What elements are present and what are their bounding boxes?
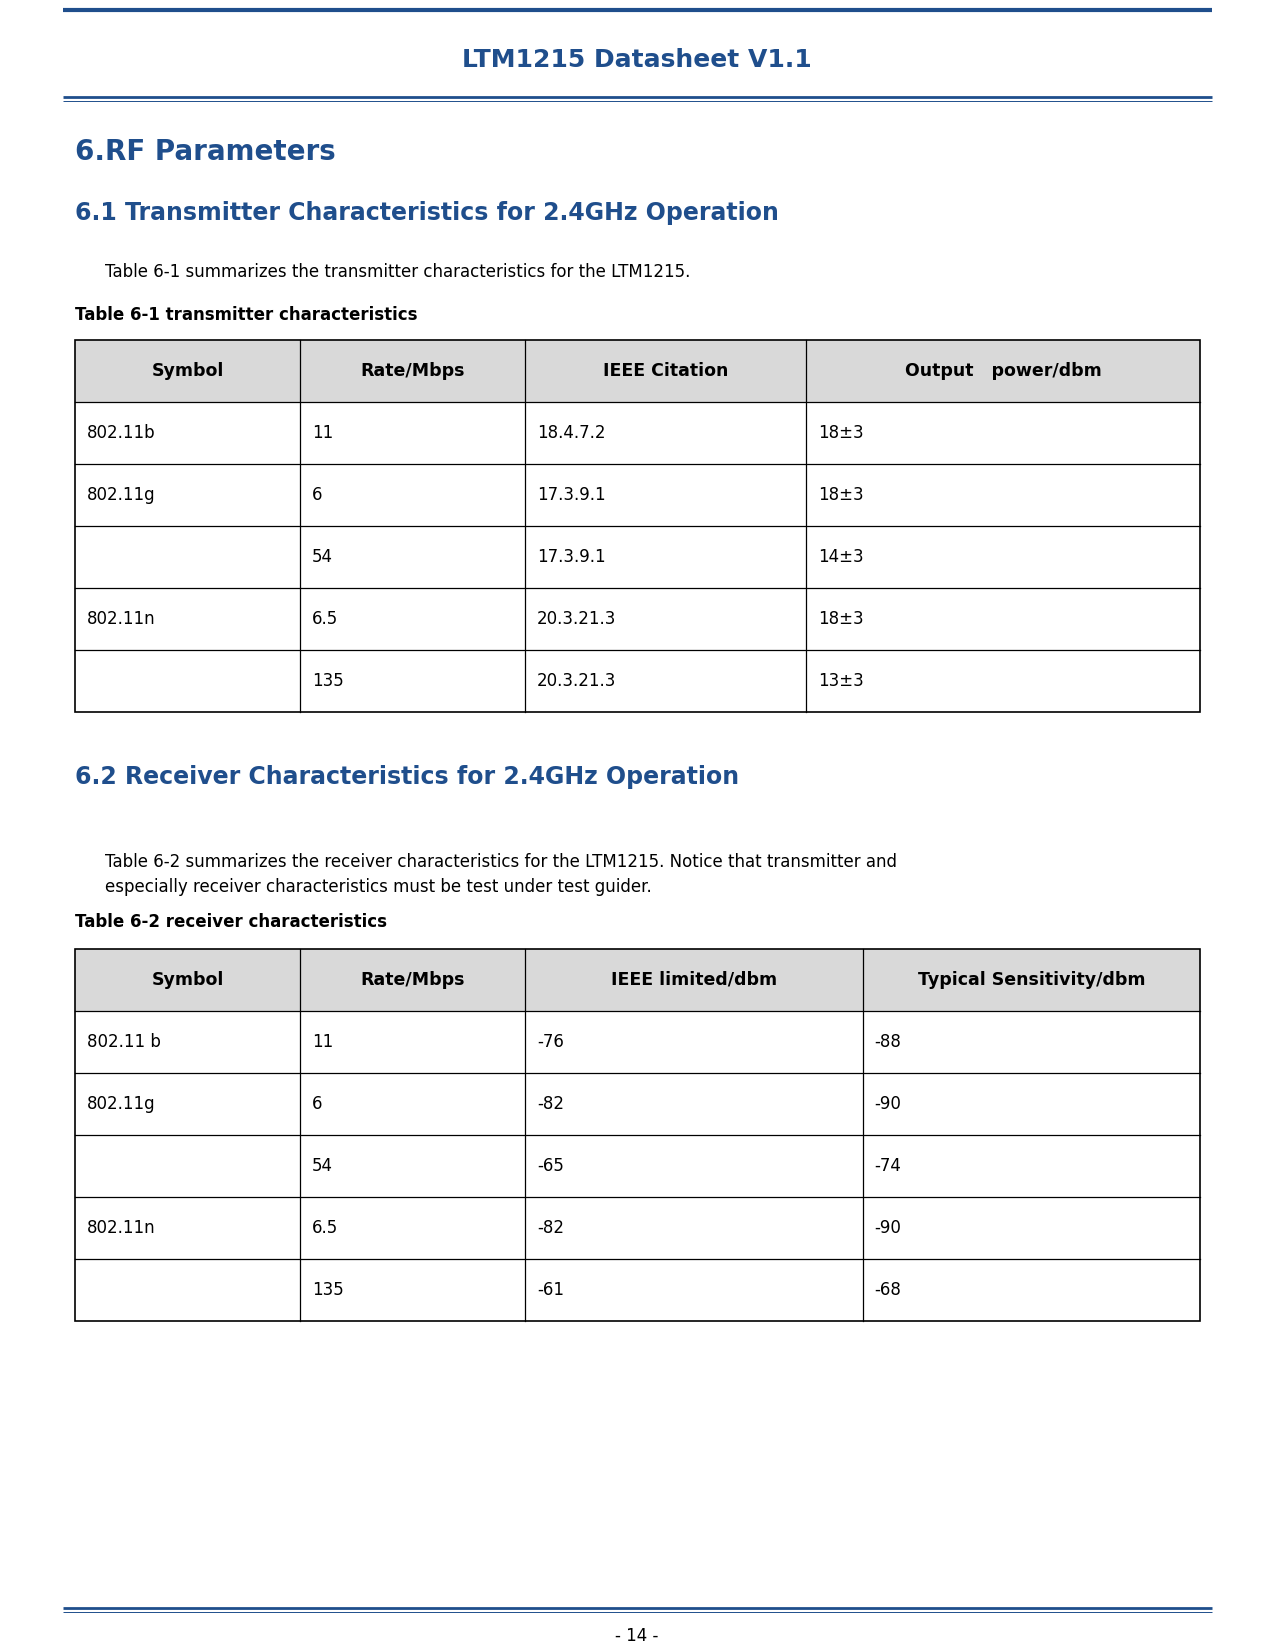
Text: 802.11g: 802.11g — [87, 1095, 156, 1113]
Text: Table 6-2 receiver characteristics: Table 6-2 receiver characteristics — [75, 913, 388, 931]
Text: Symbol: Symbol — [152, 362, 223, 380]
Text: 18±3: 18±3 — [819, 609, 864, 627]
Bar — [75, 1197, 1200, 1260]
Text: 17.3.9.1: 17.3.9.1 — [537, 548, 606, 566]
Text: 17.3.9.1: 17.3.9.1 — [537, 485, 606, 504]
Text: 802.11b: 802.11b — [87, 424, 156, 442]
Bar — [75, 588, 1200, 650]
Text: -61: -61 — [537, 1281, 564, 1299]
Bar — [75, 949, 1200, 1010]
Bar — [75, 949, 1200, 1321]
Text: -82: -82 — [537, 1218, 564, 1237]
Text: 6.5: 6.5 — [312, 609, 338, 627]
Text: 14±3: 14±3 — [819, 548, 864, 566]
Text: 802.11 b: 802.11 b — [87, 1034, 161, 1052]
Text: 54: 54 — [312, 1157, 333, 1176]
Text: 54: 54 — [312, 548, 333, 566]
Bar — [75, 401, 1200, 464]
Text: -65: -65 — [537, 1157, 564, 1176]
Text: 11: 11 — [312, 1034, 333, 1052]
Text: especially receiver characteristics must be test under test guider.: especially receiver characteristics must… — [105, 878, 652, 896]
Text: 6.5: 6.5 — [312, 1218, 338, 1237]
Text: 135: 135 — [312, 672, 344, 690]
Text: 6: 6 — [312, 1095, 323, 1113]
Text: 20.3.21.3: 20.3.21.3 — [537, 609, 616, 627]
Bar — [75, 340, 1200, 401]
Text: Rate/Mbps: Rate/Mbps — [361, 971, 465, 989]
Text: 13±3: 13±3 — [819, 672, 864, 690]
Text: Rate/Mbps: Rate/Mbps — [361, 362, 465, 380]
Bar — [75, 340, 1200, 712]
Bar — [75, 1010, 1200, 1073]
Text: 20.3.21.3: 20.3.21.3 — [537, 672, 616, 690]
Bar — [75, 527, 1200, 588]
Bar — [75, 650, 1200, 712]
Text: -90: -90 — [875, 1095, 901, 1113]
Text: 6.RF Parameters: 6.RF Parameters — [75, 139, 335, 167]
Text: Table 6-1 summarizes the transmitter characteristics for the LTM1215.: Table 6-1 summarizes the transmitter cha… — [105, 263, 690, 281]
Text: Typical Sensitivity/dbm: Typical Sensitivity/dbm — [918, 971, 1145, 989]
Text: 6.1 Transmitter Characteristics for 2.4GHz Operation: 6.1 Transmitter Characteristics for 2.4G… — [75, 201, 779, 225]
Bar — [75, 1260, 1200, 1321]
Text: Table 6-1 transmitter characteristics: Table 6-1 transmitter characteristics — [75, 305, 417, 324]
Bar — [75, 464, 1200, 527]
Text: 18±3: 18±3 — [819, 485, 864, 504]
Text: Symbol: Symbol — [152, 971, 223, 989]
Bar — [75, 1134, 1200, 1197]
Text: -90: -90 — [875, 1218, 901, 1237]
Text: -76: -76 — [537, 1034, 564, 1052]
Text: IEEE limited/dbm: IEEE limited/dbm — [611, 971, 776, 989]
Text: 18±3: 18±3 — [819, 424, 864, 442]
Text: -68: -68 — [875, 1281, 901, 1299]
Text: 802.11n: 802.11n — [87, 609, 156, 627]
Text: IEEE Citation: IEEE Citation — [603, 362, 728, 380]
Bar — [75, 1073, 1200, 1134]
Text: LTM1215 Datasheet V1.1: LTM1215 Datasheet V1.1 — [462, 48, 812, 73]
Text: 802.11n: 802.11n — [87, 1218, 156, 1237]
Text: 18.4.7.2: 18.4.7.2 — [537, 424, 606, 442]
Text: 6.2 Receiver Characteristics for 2.4GHz Operation: 6.2 Receiver Characteristics for 2.4GHz … — [75, 764, 739, 789]
Text: Output   power/dbm: Output power/dbm — [905, 362, 1102, 380]
Text: -88: -88 — [875, 1034, 901, 1052]
Text: 135: 135 — [312, 1281, 344, 1299]
Text: 802.11g: 802.11g — [87, 485, 156, 504]
Text: 11: 11 — [312, 424, 333, 442]
Text: -74: -74 — [875, 1157, 901, 1176]
Text: Table 6-2 summarizes the receiver characteristics for the LTM1215. Notice that t: Table 6-2 summarizes the receiver charac… — [105, 854, 898, 872]
Text: - 14 -: - 14 - — [616, 1626, 659, 1644]
Text: -82: -82 — [537, 1095, 564, 1113]
Text: 6: 6 — [312, 485, 323, 504]
